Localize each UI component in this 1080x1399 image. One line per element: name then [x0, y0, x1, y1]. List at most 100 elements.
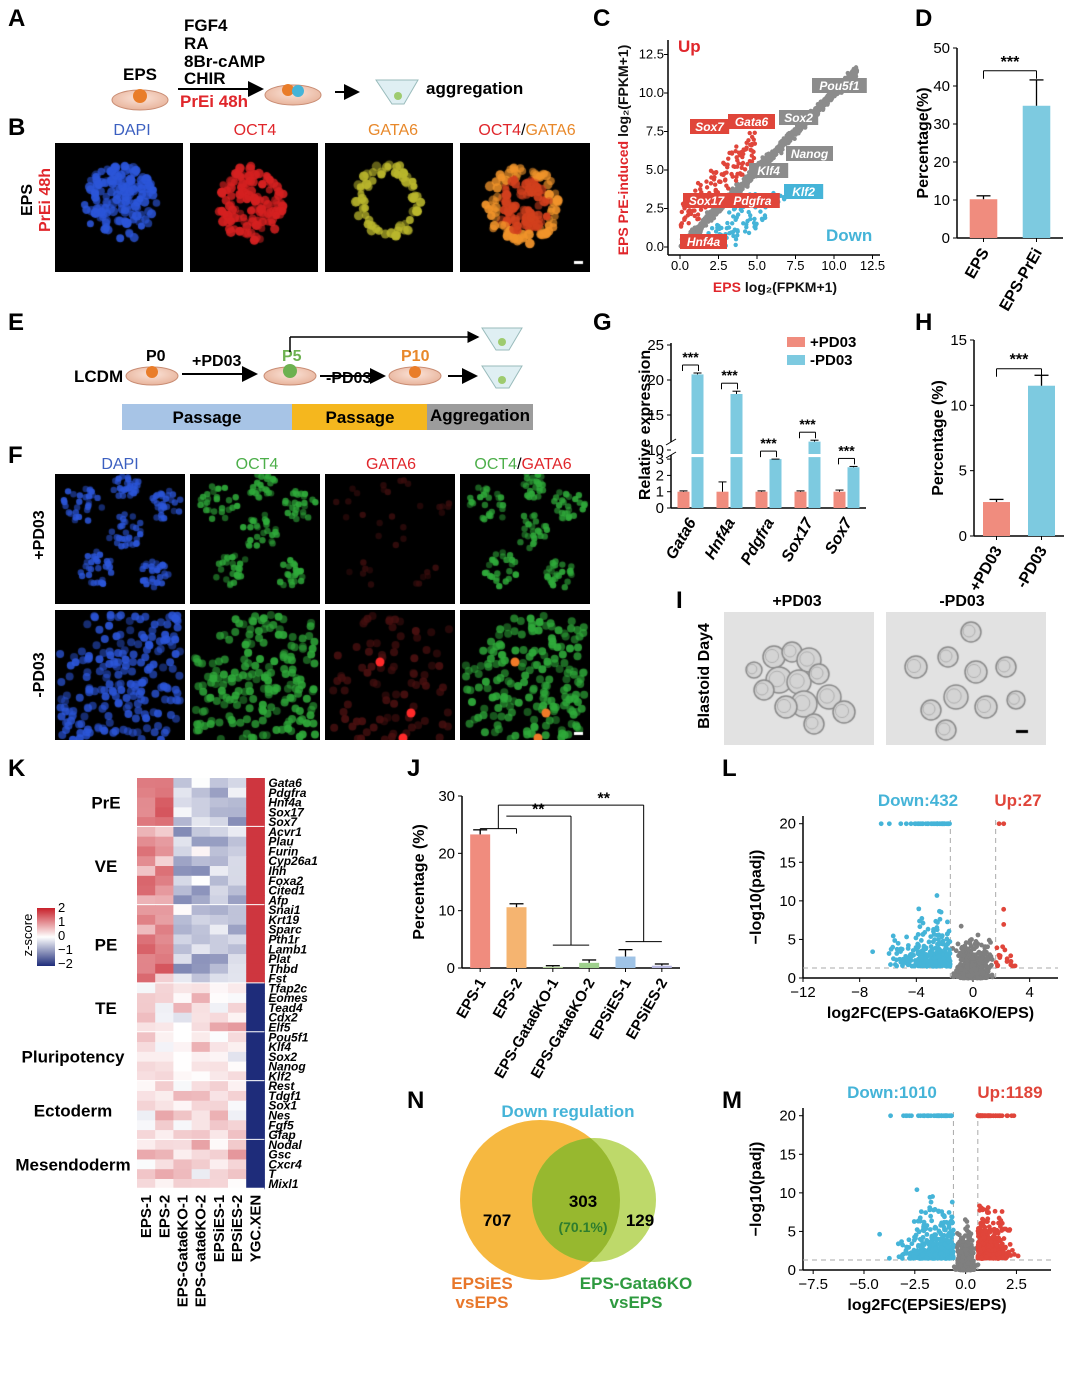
- legend-swatch: [787, 337, 805, 347]
- volcano-point-down: [923, 1210, 929, 1216]
- heatmap-cell: [209, 1002, 229, 1014]
- heatmap-cell: [246, 846, 265, 857]
- volcano-point-up: [979, 1255, 984, 1261]
- y-tick-label: 20: [647, 372, 664, 389]
- c-point-down: [744, 224, 749, 230]
- heatmap-cell: [137, 1149, 156, 1160]
- heatmap-cell: [155, 797, 174, 808]
- heatmap-cell: [209, 924, 229, 935]
- volcano-point-down: [934, 893, 940, 898]
- f-channel-oct4: OCT4: [236, 456, 279, 473]
- c-point-up: [729, 171, 734, 177]
- c-point-down: [725, 220, 730, 226]
- y-tick-label: 10: [438, 903, 455, 920]
- heatmap-cell: [191, 856, 211, 867]
- c-point-gray: [775, 144, 781, 150]
- volcano-point-up: [985, 1210, 990, 1215]
- heatmap-cell: [228, 787, 247, 799]
- heatmap-cell: [246, 1042, 265, 1053]
- heatmap-cell: [191, 797, 211, 808]
- volcano-point-up: [1008, 953, 1014, 959]
- heatmap-cell: [209, 973, 229, 984]
- heatmap-cell: [137, 983, 156, 994]
- heatmap-cell: [155, 778, 174, 789]
- volcano-point-ns: [979, 964, 984, 970]
- volcano-point-ns: [967, 973, 973, 979]
- panel-a-schematic: EPS FGF4 RA 8Br-cAMP CHIR PrEi 48h aggre…: [111, 16, 523, 111]
- heatmap-cell: [173, 1012, 193, 1023]
- c-point-down: [715, 222, 720, 228]
- volcano-point-down: [925, 821, 931, 827]
- c-gene-label: Nanog: [791, 147, 829, 161]
- heatmap-cell: [137, 1081, 156, 1092]
- c-down-label: Down: [826, 226, 872, 245]
- c-point-up: [724, 170, 729, 175]
- c-point-down: [713, 229, 719, 234]
- c-point-gray: [820, 107, 826, 112]
- c-point-up: [748, 142, 753, 148]
- heatmap-cell: [228, 1032, 247, 1043]
- heatmap-cell: [246, 1032, 265, 1043]
- venn-right-label: EPS-Gata6KO: [580, 1274, 692, 1293]
- volcano-point-down: [924, 1255, 930, 1261]
- heatmap-cell: [246, 787, 265, 799]
- heatmap-cell: [173, 1130, 193, 1141]
- volcano-point-up: [1004, 956, 1010, 962]
- heatmap-cell: [155, 836, 174, 847]
- volcano-point-down: [886, 951, 892, 956]
- c-xlabel: EPS log₂(FPKM+1): [713, 279, 837, 295]
- volcano-point-ns: [984, 955, 990, 961]
- volcano-point-down: [938, 909, 944, 915]
- x-tick-label: 2.5: [1006, 1276, 1027, 1293]
- heatmap-cell: [155, 1178, 174, 1190]
- y-axis-label: −log10(padj): [748, 1142, 765, 1237]
- heatmap-gene-label: Snai1: [268, 903, 300, 917]
- heatmap-cell: [246, 934, 265, 945]
- x-tick-label: 0: [969, 984, 977, 1001]
- volcano-point-down: [949, 1199, 955, 1205]
- f-channel-merge: OCT4/GATA6: [474, 456, 571, 473]
- heatmap-cell: [137, 1051, 156, 1063]
- c-point-down: [735, 229, 740, 234]
- c-point-up: [688, 211, 694, 217]
- heatmap-cell: [191, 846, 211, 857]
- c-point-gray: [699, 220, 705, 226]
- volcano-point-up: [999, 1209, 1005, 1214]
- volcano-point-down: [870, 949, 876, 955]
- heatmap-cell: [246, 954, 265, 965]
- heatmap-cell: [228, 1130, 247, 1141]
- volcano-point-down: [924, 1232, 930, 1237]
- heatmap-cell: [246, 963, 265, 975]
- significance: ***: [1010, 352, 1029, 369]
- bar: [969, 199, 998, 238]
- panel-letter-i: I: [676, 587, 683, 614]
- volcano-point-up: [987, 1229, 993, 1235]
- heatmap-cell: [155, 817, 174, 828]
- panel-letter-k: K: [8, 755, 26, 782]
- significance: ***: [838, 442, 855, 458]
- volcano-point-ns: [975, 932, 981, 938]
- y-tick-label: 0: [656, 500, 664, 517]
- panel-letter-f: F: [8, 442, 23, 469]
- c-point-down: [746, 230, 752, 236]
- heatmap-cell: [191, 836, 211, 847]
- passage-bar-2: [292, 404, 427, 430]
- b-channel-dapi: DAPI: [113, 122, 150, 139]
- heatmap-cell: [137, 1042, 156, 1053]
- volcano-point-ns: [954, 968, 959, 973]
- y-tick-label: 0: [788, 970, 796, 987]
- y-tick-label: 10: [779, 893, 796, 910]
- x-tick-label: −4: [908, 984, 925, 1001]
- c-point-down: [760, 217, 765, 223]
- volcano-point-up: [980, 1217, 986, 1223]
- volcano-point-ns: [965, 1267, 971, 1273]
- heatmap-cell: [137, 856, 156, 867]
- heatmap-cell: [173, 954, 193, 965]
- heatmap-cell: [191, 1051, 211, 1063]
- volcano-point-up: [986, 1224, 992, 1230]
- heatmap-cell: [155, 993, 174, 1004]
- volcano-point-up: [991, 1255, 997, 1261]
- heatmap-cell: [228, 914, 247, 926]
- heatmap-cell: [173, 924, 193, 935]
- heatmap-cell: [155, 846, 174, 857]
